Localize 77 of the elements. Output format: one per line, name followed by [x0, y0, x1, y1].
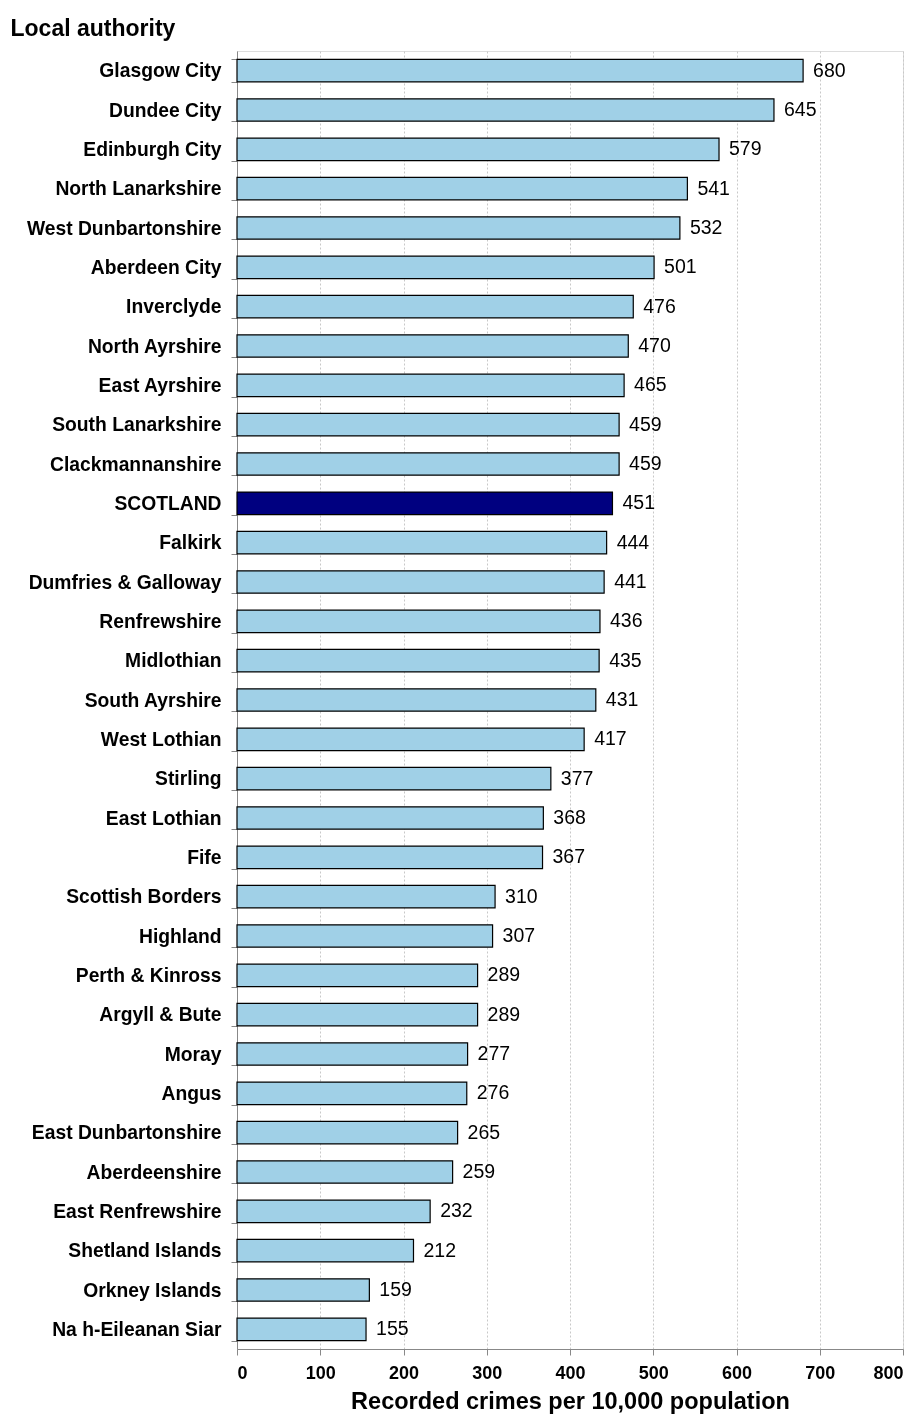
y-tick-label: Aberdeenshire	[86, 1161, 222, 1183]
data-label: 265	[467, 1120, 501, 1143]
y-tick-label: Fife	[187, 846, 222, 868]
y-tick-label: Orkney Islands	[83, 1279, 222, 1301]
data-label: 259	[462, 1160, 496, 1182]
y-tick-label: Midlothian	[125, 650, 222, 672]
y-tick-label: East Lothian	[105, 807, 222, 829]
y-tick-label: Na h-Eileanan Siar	[52, 1318, 222, 1340]
data-label: 444	[616, 530, 650, 553]
data-label: 579	[729, 137, 762, 160]
data-label: 451	[622, 491, 655, 514]
x-tick-label: 300	[472, 1362, 503, 1383]
data-label: 212	[423, 1238, 457, 1261]
data-label: 470	[638, 334, 671, 356]
y-tick-label: East Dunbartonshire	[31, 1122, 222, 1144]
y-tick-label: Perth & Kinross	[75, 964, 222, 986]
y-tick-label: Moray	[164, 1043, 222, 1065]
data-label: 645	[783, 98, 817, 120]
y-tick-label: Edinburgh City	[83, 138, 222, 160]
y-tick-label: North Lanarkshire	[55, 178, 222, 200]
data-label: 310	[505, 884, 538, 907]
data-label: 277	[477, 1042, 511, 1064]
y-axis-title: Local authority	[10, 14, 176, 41]
x-tick-label: 600	[721, 1362, 753, 1383]
data-label: 368	[553, 806, 586, 828]
data-label: 680	[813, 58, 846, 81]
x-tick-label: 700	[805, 1362, 836, 1383]
y-tick-label: East Ayrshire	[98, 374, 222, 396]
y-tick-label: Clackmannanshire	[50, 453, 222, 475]
x-tick-label: 500	[638, 1362, 669, 1383]
y-tick-label: West Dunbartonshire	[26, 217, 222, 239]
data-label: 441	[614, 570, 647, 592]
data-label: 159	[379, 1278, 412, 1300]
y-tick-label: West Lothian	[100, 728, 222, 750]
y-tick-label: Aberdeen City	[90, 256, 222, 278]
x-tick-label: 200	[388, 1362, 420, 1383]
y-tick-label: Angus	[161, 1082, 222, 1104]
data-label: 541	[697, 176, 730, 199]
y-tick-label: Scottish Borders	[66, 886, 222, 908]
y-tick-label: South Ayrshire	[84, 689, 222, 711]
x-tick-label: 800	[873, 1362, 904, 1383]
y-tick-label: Inverclyde	[126, 296, 222, 318]
data-label: 435	[609, 648, 642, 671]
data-label: 307	[502, 924, 536, 946]
y-tick-label: Dumfries & Galloway	[28, 571, 222, 593]
x-axis-title: Recorded crimes per 10,000 population	[351, 1387, 790, 1414]
y-tick-label: East Renfrewshire	[53, 1200, 222, 1222]
y-tick-label: Dundee City	[109, 99, 222, 121]
y-tick-label: Falkirk	[159, 532, 222, 554]
data-label: 501	[664, 255, 697, 278]
data-label: 459	[629, 452, 662, 474]
data-label: 377	[560, 766, 594, 789]
y-tick-label: Renfrewshire	[99, 610, 222, 632]
x-tick-label: 0	[237, 1362, 248, 1383]
data-label: 476	[643, 294, 676, 317]
data-label: 459	[629, 412, 662, 435]
y-tick-label: Glasgow City	[99, 60, 222, 82]
y-tick-label: Stirling	[155, 768, 222, 790]
y-tick-label: Highland	[139, 925, 222, 947]
data-label: 276	[476, 1081, 510, 1104]
data-label: 532	[689, 216, 723, 238]
y-tick-label: Argyll & Bute	[99, 1004, 222, 1026]
data-label: 289	[487, 1002, 521, 1025]
x-tick-label: 400	[555, 1362, 586, 1383]
data-label: 367	[552, 845, 586, 868]
y-tick-label: South Lanarkshire	[52, 414, 222, 436]
data-label: 417	[594, 727, 627, 750]
data-label: 232	[440, 1199, 473, 1222]
y-tick-label: Shetland Islands	[68, 1240, 222, 1262]
data-label: 431	[605, 688, 639, 710]
y-tick-label: North Ayrshire	[87, 335, 222, 357]
y-tick-label: SCOTLAND	[114, 492, 222, 514]
data-label: 155	[376, 1317, 409, 1340]
data-label: 436	[609, 609, 643, 632]
data-label: 289	[487, 963, 521, 986]
data-label: 465	[634, 373, 667, 396]
x-tick-label: 100	[305, 1362, 336, 1383]
